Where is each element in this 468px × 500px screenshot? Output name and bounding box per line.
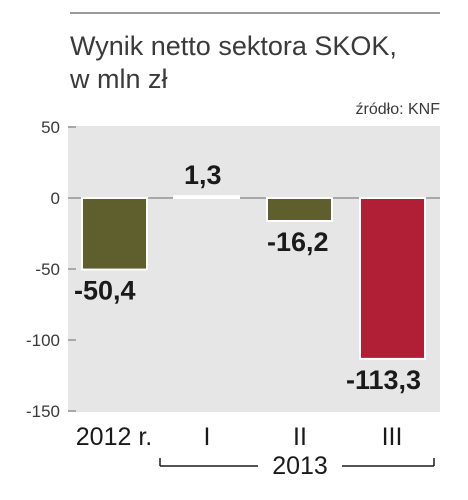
data-label: -50,4	[74, 276, 136, 306]
title-line-2: w mln zł	[70, 64, 168, 94]
bar	[173, 195, 240, 200]
data-label: -113,3	[346, 365, 421, 395]
category-label: I	[204, 423, 211, 451]
data-label: 1,3	[184, 160, 222, 190]
y-tick-label: -150	[26, 402, 60, 421]
category-label: III	[382, 423, 403, 451]
group-label: 2013	[272, 452, 328, 480]
y-tick-label: 50	[41, 118, 60, 137]
y-tick-label: -100	[26, 331, 60, 350]
bar	[266, 197, 333, 223]
category-label: II	[293, 423, 307, 451]
y-tick-label: 0	[51, 189, 60, 208]
source-note: źródło: KNF	[355, 101, 440, 118]
title-line-1: Wynik netto sektora SKOK,	[70, 31, 397, 61]
bar	[359, 197, 426, 360]
bar	[81, 197, 148, 271]
chart-title: Wynik netto sektora SKOK, w mln zł	[70, 30, 397, 96]
data-label: -16,2	[267, 227, 329, 257]
category-label: 2012 r.	[76, 423, 152, 451]
y-tick-label: -50	[35, 260, 60, 279]
top-rule	[70, 12, 440, 14]
